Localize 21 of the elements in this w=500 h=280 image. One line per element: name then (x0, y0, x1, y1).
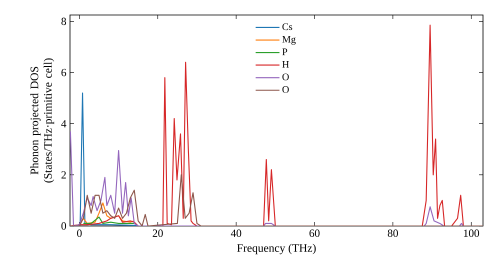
y-tick-label: 0 (61, 222, 66, 230)
x-tick-label: 40 (230, 230, 242, 237)
y-tick-label: 6 (61, 68, 66, 76)
legend-label: O (282, 74, 289, 80)
line-series (70, 174, 484, 226)
x-tick-label: 20 (152, 230, 163, 237)
x-tick-label: 60 (309, 230, 320, 237)
x-tick-label: 0 (77, 230, 82, 237)
line-series (76, 92, 139, 226)
x-tick-label: 80 (388, 230, 398, 237)
x-axis-title: Frequency (THz) (237, 244, 316, 254)
x-tick-label: 100 (464, 230, 480, 237)
y-axis-title: Phonon projected DOS (States/THz·primitive cell) (30, 58, 54, 183)
legend-label: P (282, 48, 288, 56)
legend-label: H (282, 61, 289, 68)
legend-label: Mg (282, 36, 296, 45)
y-tick-label: 2 (61, 171, 66, 178)
legend-label: O (282, 86, 289, 93)
legend-label: Cs (282, 23, 292, 30)
y-tick-label: 8 (61, 18, 66, 26)
y-tick-label: 4 (61, 120, 66, 128)
